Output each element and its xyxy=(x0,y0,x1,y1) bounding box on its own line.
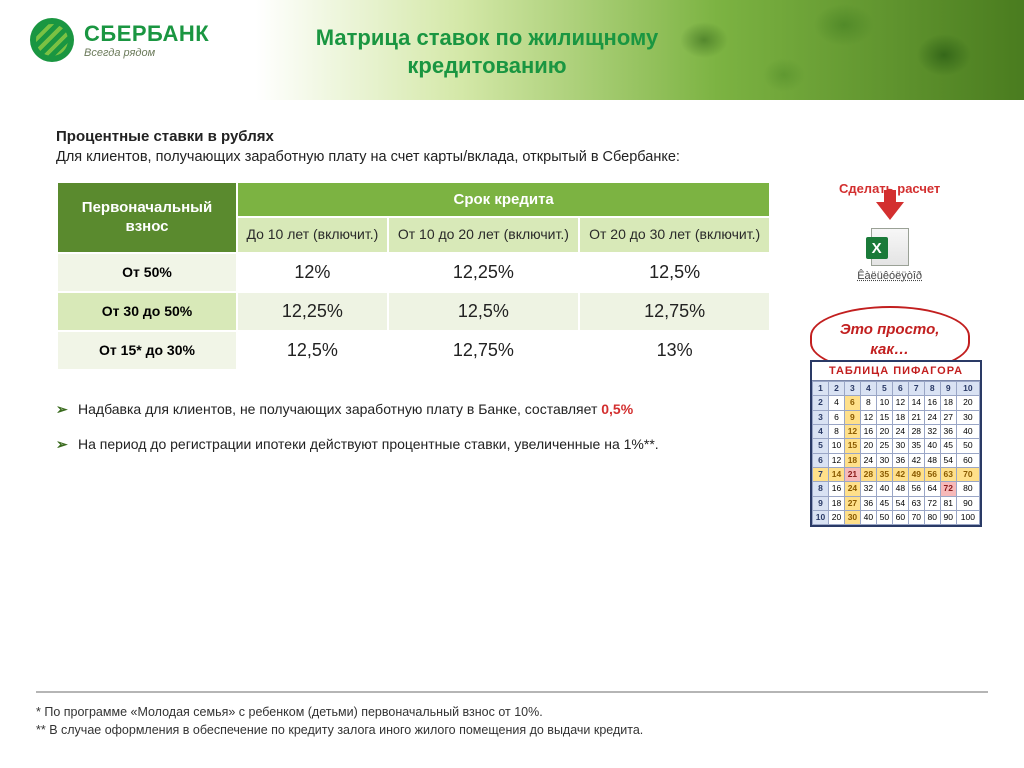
footnote: * По программе «Молодая семья» с ребенко… xyxy=(36,703,988,722)
note-text: На период до регистрации ипотеки действу… xyxy=(78,434,659,455)
note-text: Надбавка для клиентов, не получающих зар… xyxy=(78,401,601,417)
col-header: От 20 до 30 лет (включит.) xyxy=(579,217,770,253)
excel-caption[interactable]: Êàëüêóëÿòîð xyxy=(795,270,984,282)
table-corner-header: Первоначальный взнос xyxy=(57,182,237,253)
sberbank-logo-icon xyxy=(30,18,74,62)
section-description: Для клиентов, получающих заработную плат… xyxy=(56,149,984,165)
pythagoras-title: ТАБЛИЦА ПИФАГОРА xyxy=(812,362,980,381)
row-label: От 50% xyxy=(57,253,237,292)
table-row: От 50% 12% 12,25% 12,5% xyxy=(57,253,770,292)
note-item: ➢ Надбавка для клиентов, не получающих з… xyxy=(56,399,756,420)
section-heading: Процентные ставки в рублях xyxy=(56,128,984,145)
row-label: От 15* до 30% xyxy=(57,331,237,370)
note-item: ➢ На период до регистрации ипотеки дейст… xyxy=(56,434,756,455)
rate-cell: 13% xyxy=(579,331,770,370)
rate-cell: 12,75% xyxy=(579,292,770,331)
col-header: До 10 лет (включит.) xyxy=(237,217,388,253)
excel-icon[interactable] xyxy=(871,228,909,266)
rate-cell: 12,5% xyxy=(237,331,388,370)
bullet-notes: ➢ Надбавка для клиентов, не получающих з… xyxy=(56,399,756,455)
brand-logo: СБЕРБАНК Всегда рядом xyxy=(30,18,209,62)
rate-cell: 12,5% xyxy=(579,253,770,292)
note-highlight: 0,5% xyxy=(601,401,633,417)
pythagoras-grid: 1234567891024681012141618203691215182124… xyxy=(812,381,980,525)
rate-cell: 12,25% xyxy=(237,292,388,331)
rate-cell: 12,25% xyxy=(388,253,579,292)
rate-cell: 12,75% xyxy=(388,331,579,370)
bubble-text: Это просто, как… xyxy=(840,321,940,358)
rate-cell: 12% xyxy=(237,253,388,292)
table-row: От 15* до 30% 12,5% 12,75% 13% xyxy=(57,331,770,370)
pythagoras-table: ТАБЛИЦА ПИФАГОРА 12345678910246810121416… xyxy=(810,360,982,527)
arrow-down-icon xyxy=(876,202,904,220)
col-header: От 10 до 20 лет (включит.) xyxy=(388,217,579,253)
footnotes: * По программе «Молодая семья» с ребенко… xyxy=(0,691,1024,741)
header-banner: СБЕРБАНК Всегда рядом Матрица ставок по … xyxy=(0,0,1024,100)
table-row: От 30 до 50% 12,25% 12,5% 12,75% xyxy=(57,292,770,331)
brand-name: СБЕРБАНК xyxy=(84,21,209,47)
side-panel: Сделать расчет Êàëüêóëÿòîð Это просто, к… xyxy=(795,181,984,373)
page-title: Матрица ставок по жилищному кредитованию xyxy=(270,24,704,79)
rates-table: Первоначальный взнос Срок кредита До 10 … xyxy=(56,181,771,371)
rate-cell: 12,5% xyxy=(388,292,579,331)
footnote: ** В случае оформления в обеспечение по … xyxy=(36,721,988,740)
table-term-header: Срок кредита xyxy=(237,182,770,217)
chevron-icon: ➢ xyxy=(56,399,70,420)
row-label: От 30 до 50% xyxy=(57,292,237,331)
brand-tagline: Всегда рядом xyxy=(84,47,209,59)
chevron-icon: ➢ xyxy=(56,434,70,455)
